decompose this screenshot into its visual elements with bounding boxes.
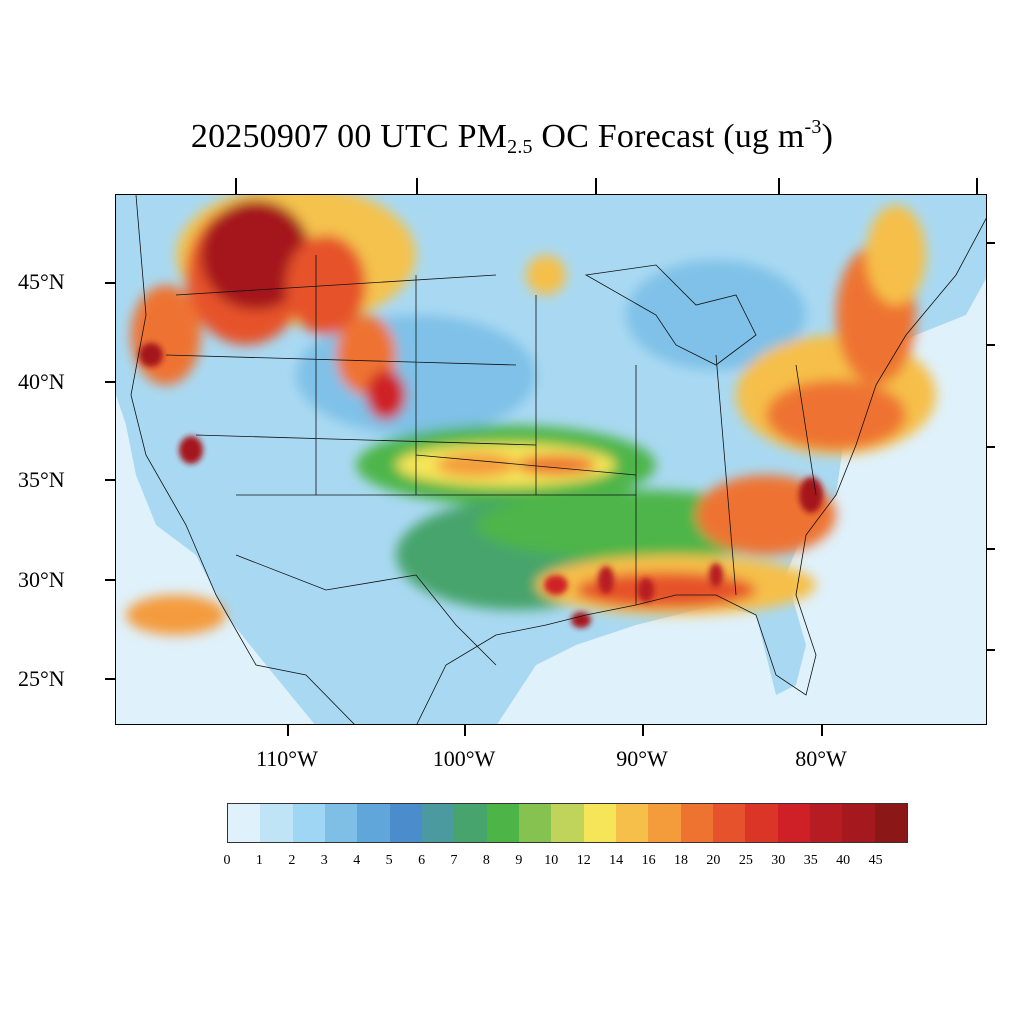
state-lines <box>165 255 817 605</box>
colorbar-swatch <box>454 804 487 842</box>
colorbar-labels: 0 1 2 3 4 5 6 7 8 9 10 12 14 16 18 20 25 30 35 40 45 <box>223 853 908 873</box>
right-tick <box>987 548 995 550</box>
right-tick <box>987 344 995 346</box>
lon-tick <box>464 725 466 736</box>
top-tick <box>595 178 597 194</box>
colorbar-label: 1 <box>255 853 263 868</box>
lon-tick <box>821 725 823 736</box>
lat-label-25: 25°N <box>18 666 65 691</box>
colorbar-label: 30 <box>771 853 786 868</box>
colorbar-label: 40 <box>836 853 851 868</box>
colorbar-swatch <box>421 804 455 842</box>
colorbar-swatch <box>680 804 713 842</box>
lat-label-40: 40°N <box>18 369 65 394</box>
colorbar-label: 5 <box>385 853 393 868</box>
colorbar-swatch <box>648 804 681 842</box>
colorbar-label: 3 <box>320 853 328 868</box>
lon-tick <box>642 725 644 736</box>
title-suffix: ) <box>821 118 834 155</box>
lat-tick <box>105 381 115 383</box>
colorbar-label: 9 <box>515 853 523 868</box>
colorbar-swatch <box>745 804 778 842</box>
colorbar-swatch <box>583 804 616 842</box>
top-tick <box>778 178 780 194</box>
colorbar-label: 35 <box>803 853 818 868</box>
us-outline <box>130 195 986 724</box>
great-lakes <box>584 264 757 366</box>
lat-tick <box>105 579 115 581</box>
top-tick <box>235 178 237 194</box>
colorbar-label: 12 <box>576 853 591 868</box>
colorbar-label: 8 <box>482 853 490 868</box>
top-tick <box>416 178 418 194</box>
colorbar-label: 16 <box>641 853 656 868</box>
colorbar-label: 10 <box>544 853 559 868</box>
lon-label-100: 100°W <box>432 746 496 771</box>
colorbar-swatch <box>551 804 584 842</box>
colorbar-label: 20 <box>706 853 721 868</box>
colorbar-swatch <box>389 804 422 842</box>
colorbar-swatch <box>292 804 325 842</box>
lat-label-30: 30°N <box>18 567 65 592</box>
mexico-border <box>235 554 497 666</box>
lat-tick <box>105 678 115 680</box>
right-tick <box>987 242 995 244</box>
colorbar-label: 0 <box>223 853 231 868</box>
lon-label-90: 90°W <box>616 746 668 771</box>
colorbar-swatch <box>615 804 649 842</box>
lat-label-45: 45°N <box>18 269 65 294</box>
colorbar-swatch <box>874 804 907 842</box>
colorbar-swatch <box>486 804 519 842</box>
colorbar-label: 14 <box>609 853 624 868</box>
title-subscript: 2.5 <box>507 136 533 158</box>
colorbar-swatch <box>777 804 810 842</box>
lon-label-80: 80°W <box>795 746 847 771</box>
lat-label-35: 35°N <box>18 467 65 492</box>
colorbar-label: 25 <box>738 853 753 868</box>
colorbar-swatch <box>228 804 261 842</box>
colorbar-swatch <box>324 804 358 842</box>
top-tick <box>976 178 978 194</box>
colorbar-swatch <box>712 804 746 842</box>
colorbar-label: 6 <box>418 853 426 868</box>
colorbar <box>227 803 908 843</box>
right-tick <box>987 649 995 651</box>
right-tick <box>987 446 995 448</box>
lon-label-110: 110°W <box>256 746 318 771</box>
colorbar-swatch <box>518 804 552 842</box>
colorbar-swatch <box>842 804 875 842</box>
colorbar-label: 7 <box>450 853 458 868</box>
colorbar-label: 18 <box>674 853 688 868</box>
title-superscript: -3 <box>804 116 822 138</box>
map-title: 20250907 00 UTC PM2.5 OC Forecast (ug m-… <box>0 116 1024 158</box>
lat-tick <box>105 479 115 481</box>
title-middle: OC Forecast (ug m <box>532 118 805 155</box>
colorbar-label: 45 <box>868 853 883 868</box>
forecast-map <box>115 194 987 725</box>
colorbar-label: 2 <box>288 853 296 868</box>
lat-tick <box>105 282 115 284</box>
colorbar-swatch <box>260 804 293 842</box>
colorbar-label: 4 <box>353 853 361 868</box>
colorbar-swatch <box>357 804 390 842</box>
colorbar-swatch <box>809 804 843 842</box>
lon-tick <box>287 725 289 736</box>
title-prefix: 20250907 00 UTC PM <box>190 118 508 155</box>
